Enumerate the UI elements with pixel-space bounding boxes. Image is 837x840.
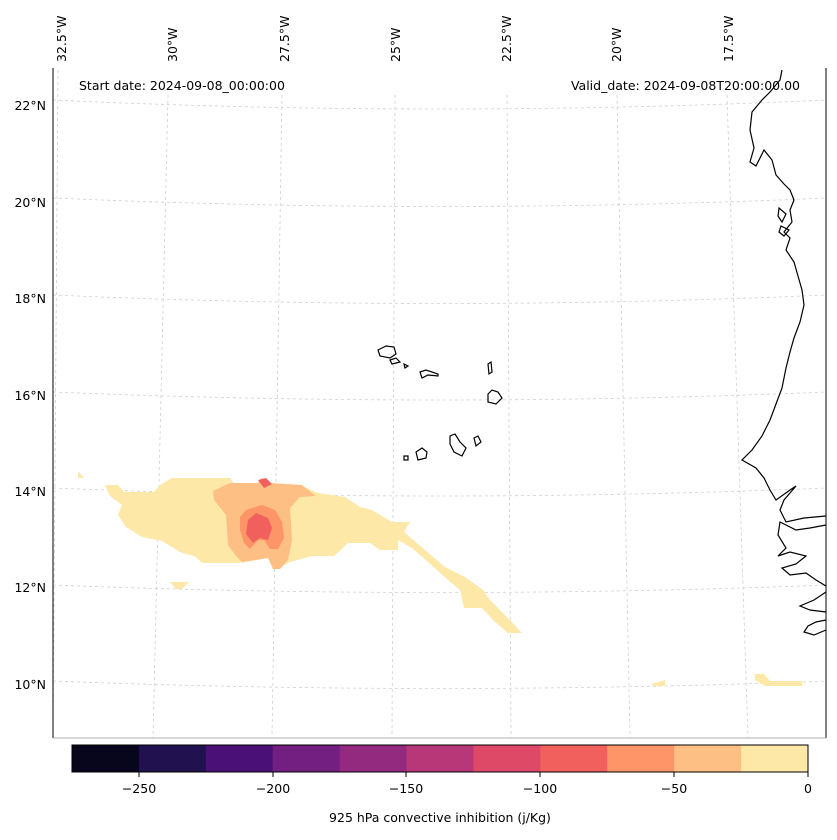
island-santa-luzia	[403, 362, 410, 369]
island-santo-antao	[377, 345, 397, 359]
lon-gridline	[391, 94, 396, 739]
lat-label: 14°N	[14, 484, 46, 499]
lat-gridline	[52, 391, 828, 401]
colorbar-cell	[406, 745, 474, 772]
african-coastline	[798, 591, 827, 613]
island-maio	[473, 435, 482, 448]
colorbar-tick-label: −200	[256, 781, 290, 796]
lon-gridline	[726, 94, 749, 739]
colorbar-ticks	[138, 772, 809, 777]
colorbar-tick-label: 0	[804, 781, 812, 796]
island-brava	[403, 455, 409, 461]
african-coastline	[803, 619, 827, 636]
lat-gridline	[52, 197, 828, 207]
lon-label: 17.5°W	[721, 16, 736, 62]
lon-label: 20°W	[609, 27, 624, 62]
island-boa-vista	[487, 389, 503, 405]
colorbar-cell	[741, 745, 809, 772]
lat-label: 16°N	[14, 388, 46, 403]
cin-band-pale	[105, 478, 522, 633]
colorbar-cell	[72, 745, 140, 772]
colorbar-label: 925 hPa convective inhibition (j/Kg)	[329, 810, 551, 825]
island-bissagos	[778, 225, 790, 237]
colorbar-cell	[138, 745, 207, 772]
lon-label: 32.5°W	[54, 16, 69, 62]
colorbar-cell	[473, 745, 541, 772]
colorbar-cell	[205, 745, 274, 772]
colorbar-tick-label: −50	[661, 781, 687, 796]
lon-label: 30°W	[165, 27, 180, 62]
lon-gridline	[152, 94, 169, 739]
lon-label: 27.5°W	[277, 16, 292, 62]
lat-labels: 22°N 20°N 18°N 16°N 14°N 12°N 10°N	[14, 98, 46, 692]
lon-gridline	[616, 94, 631, 739]
lat-label: 20°N	[14, 195, 46, 210]
lat-label: 10°N	[14, 677, 46, 692]
island-bissagos	[777, 206, 787, 224]
island-sao-nicolau	[419, 369, 439, 379]
lon-gridline	[52, 69, 59, 739]
cin-band-pale	[652, 680, 665, 686]
cin-filled-contours	[78, 471, 802, 686]
lon-label: 25°W	[388, 27, 403, 62]
cin-band-pale	[78, 471, 84, 478]
cin-band-red-orange	[246, 513, 272, 543]
colorbar-cell	[607, 745, 675, 772]
colorbar: −250 −200 −150 −100 −50 0 925 hPa convec…	[71, 744, 812, 825]
colorbar-cell	[339, 745, 408, 772]
cin-band-red-orange	[258, 478, 272, 488]
lon-gridline	[271, 94, 283, 739]
island-sao-vicente	[389, 357, 402, 365]
colorbar-cell	[272, 745, 341, 772]
lat-gridline	[52, 294, 828, 304]
colorbar-outline	[71, 744, 809, 773]
cin-band-pale	[170, 582, 189, 589]
island-santiago	[449, 433, 467, 457]
map-frame	[52, 68, 827, 739]
lat-label: 22°N	[14, 98, 46, 113]
island-sal	[487, 360, 493, 376]
start-date-text: Start date: 2024-09-08_00:00:00	[79, 78, 285, 93]
coastlines	[377, 69, 827, 636]
lon-gridline	[506, 94, 512, 739]
lat-label: 18°N	[14, 291, 46, 306]
colorbar-tick-label: −150	[389, 781, 423, 796]
island-fogo	[415, 447, 428, 461]
lat-gridline	[52, 680, 828, 689]
african-coastline	[741, 69, 827, 523]
colorbar-cell	[540, 745, 608, 772]
lat-label: 12°N	[14, 580, 46, 595]
lon-labels: 32.5°W 30°W 27.5°W 25°W 22.5°W 20°W 17.5…	[54, 16, 736, 62]
lon-label: 22.5°W	[499, 16, 514, 62]
cin-band-pale	[755, 674, 802, 686]
colorbar-tick-label: −250	[122, 781, 156, 796]
lat-gridline	[52, 584, 828, 593]
colorbar-cell	[674, 745, 742, 772]
african-coastline	[777, 521, 827, 587]
colorbar-tick-label: −100	[523, 781, 557, 796]
gridlines	[52, 69, 828, 739]
valid-date-text: Valid_date: 2024-09-08T20:00:00.00	[571, 78, 800, 93]
colorbar-cells	[72, 745, 809, 772]
lat-gridline	[52, 99, 828, 110]
